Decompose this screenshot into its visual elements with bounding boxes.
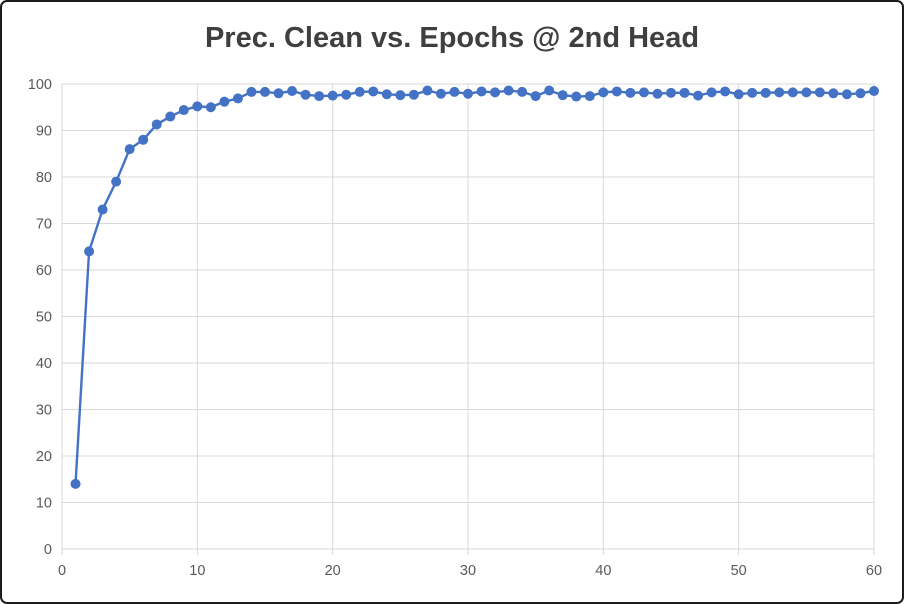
data-point-marker	[273, 88, 284, 99]
y-axis-tick-label: 20	[36, 449, 52, 465]
data-point-marker	[706, 87, 717, 98]
data-point-marker	[449, 86, 460, 97]
data-point-marker	[679, 87, 690, 98]
data-point-marker	[584, 91, 595, 102]
data-point-marker	[124, 144, 135, 155]
chart-title: Prec. Clean vs. Epochs @ 2nd Head	[204, 22, 700, 54]
x-axis-tick-label: 50	[731, 563, 747, 579]
data-point-marker	[747, 87, 758, 98]
data-point-marker	[205, 102, 216, 113]
data-point-marker	[219, 96, 230, 107]
data-point-marker	[287, 85, 298, 96]
data-point-marker	[787, 87, 798, 98]
data-point-marker	[408, 89, 419, 100]
x-axis-tick-label: 0	[58, 563, 66, 579]
data-point-marker	[84, 246, 95, 257]
data-point-marker	[70, 478, 81, 489]
data-point-marker	[97, 204, 108, 215]
data-point-marker	[341, 89, 352, 100]
data-point-marker	[246, 86, 257, 97]
data-point-marker	[381, 89, 392, 100]
x-axis-tick-label: 60	[866, 563, 882, 579]
data-point-marker	[490, 87, 501, 98]
data-point-marker	[368, 86, 379, 97]
data-point-marker	[530, 91, 541, 102]
x-axis-tick-label: 20	[325, 563, 341, 579]
data-point-marker	[760, 87, 771, 98]
data-point-marker	[571, 91, 582, 102]
x-axis-tick-label: 30	[460, 563, 476, 579]
y-axis-tick-label: 100	[28, 77, 52, 93]
data-point-marker	[666, 87, 676, 98]
y-axis-tick-label: 10	[36, 496, 52, 512]
y-axis-tick-label: 0	[44, 542, 52, 558]
data-point-marker	[733, 89, 744, 100]
data-point-marker	[192, 101, 203, 112]
x-axis-tick-label: 40	[595, 563, 611, 579]
data-point-marker	[611, 86, 622, 97]
data-point-marker	[557, 90, 568, 101]
data-point-marker	[435, 88, 446, 99]
data-point-marker	[178, 105, 189, 116]
data-point-marker	[151, 119, 162, 130]
data-point-marker	[300, 89, 311, 100]
data-point-marker	[314, 91, 325, 102]
data-point-marker	[517, 86, 528, 97]
data-point-marker	[503, 85, 514, 96]
y-axis-tick-label: 70	[36, 217, 52, 233]
data-point-marker	[869, 85, 879, 96]
data-point-marker	[138, 134, 149, 145]
data-point-marker	[111, 176, 122, 187]
data-point-marker	[814, 87, 825, 98]
data-point-marker	[395, 90, 406, 101]
data-point-marker	[327, 90, 338, 101]
data-point-marker	[693, 90, 704, 101]
y-axis-tick-label: 30	[36, 403, 52, 419]
data-point-marker	[165, 111, 176, 122]
data-point-marker	[476, 86, 487, 97]
x-axis-tick-label: 10	[189, 563, 205, 579]
data-point-marker	[652, 88, 663, 99]
y-axis-tick-label: 50	[36, 310, 52, 326]
y-axis-tick-label: 90	[36, 124, 52, 140]
data-point-marker	[841, 89, 852, 100]
data-point-marker	[774, 87, 785, 98]
data-point-marker	[544, 85, 555, 96]
y-axis-tick-label: 80	[36, 170, 52, 186]
data-point-marker	[598, 87, 609, 98]
data-point-marker	[855, 88, 866, 99]
data-point-marker	[720, 86, 731, 97]
data-series-line	[74, 89, 876, 486]
data-point-marker	[260, 86, 270, 97]
data-point-marker	[422, 85, 433, 96]
y-axis-tick-label: 40	[36, 356, 52, 372]
data-point-marker	[625, 87, 636, 98]
data-point-marker	[828, 88, 839, 99]
data-point-marker	[463, 88, 473, 99]
data-point-marker	[354, 86, 365, 97]
data-point-marker	[638, 87, 649, 98]
y-axis-tick-label: 60	[36, 263, 52, 279]
data-point-marker	[801, 87, 812, 98]
data-point-marker	[232, 93, 243, 104]
